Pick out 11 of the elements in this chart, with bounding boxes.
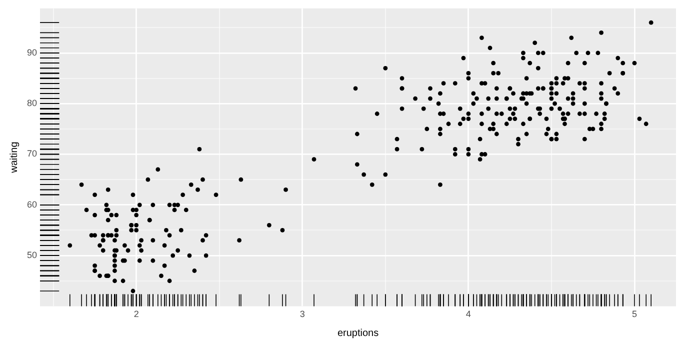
y-tick-label: 90: [26, 47, 38, 58]
y-axis-title: waiting: [8, 142, 20, 174]
x-axis-title: eruptions: [337, 328, 379, 339]
x-tick-label: 2: [134, 309, 139, 320]
y-tick-label: 60: [26, 199, 38, 210]
x-tick-label: 4: [466, 309, 471, 320]
y-tick-label: 80: [26, 98, 38, 108]
y-tick-label: 70: [26, 148, 38, 159]
x-tick-label: 3: [300, 309, 305, 320]
x-tick-label: 5: [632, 309, 637, 320]
y-tick-label: 50: [26, 250, 38, 260]
